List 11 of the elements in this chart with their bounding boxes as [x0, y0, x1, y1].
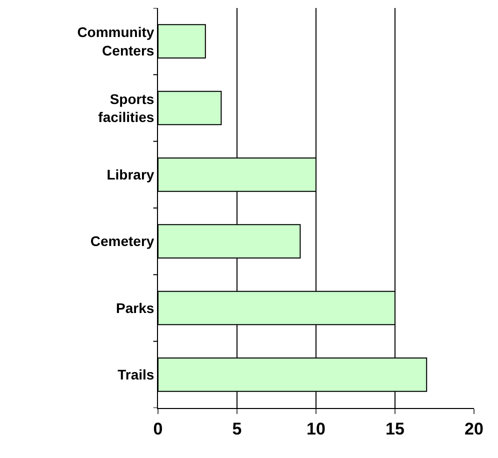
y-tick-label: Cemetery: [90, 233, 154, 250]
x-tick-label: 15: [386, 419, 404, 438]
x-tick-label: 5: [232, 419, 242, 438]
y-tick-label: Library: [106, 166, 154, 183]
y-tick-label: Parks: [116, 300, 154, 316]
y-tick-label: Community Centers: [77, 24, 154, 58]
y-tick-label: Trails: [118, 366, 154, 383]
y-tick-label: Sports facilities: [98, 90, 154, 125]
x-tick-label: 10: [306, 419, 326, 438]
x-tick-label: 0: [153, 419, 163, 438]
x-tick-label: 20: [464, 419, 484, 438]
